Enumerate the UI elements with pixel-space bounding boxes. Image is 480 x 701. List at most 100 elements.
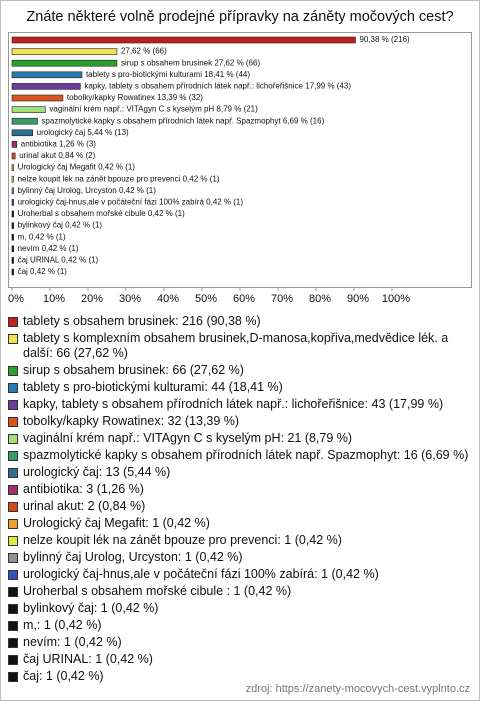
legend-label: Urologický čaj Megafit: 1 (0,42 %) <box>23 516 210 530</box>
value-label: bylinkový čaj 0,42 % (1) <box>18 221 103 230</box>
legend-swatch <box>8 366 18 376</box>
chart-title: Znáte některé volně prodejné přípravky n… <box>26 9 453 25</box>
x-tick-label: 0% <box>8 293 24 305</box>
legend-item: tablety s obsahem brusinek: 216 (90,38 %… <box>8 314 470 329</box>
legend-label: tablety s komplexním obsahem brusinek,D-… <box>23 331 449 360</box>
plot-area <box>8 32 472 288</box>
value-label: tablety s pro-biotickými kulturami 18,41… <box>86 70 250 79</box>
value-label: antibiotika 1,26 % (3) <box>21 140 96 149</box>
legend-label: antibiotika: 3 (1,26 %) <box>23 482 144 496</box>
bar <box>11 233 14 241</box>
bar <box>11 199 14 206</box>
legend-item: spazmolytické kapky s obsahem přírodních… <box>8 448 470 463</box>
bar <box>11 94 64 102</box>
legend-label: Uroherbal s obsahem mořské cibule : 1 (0… <box>23 584 292 598</box>
legend-swatch <box>8 383 18 393</box>
legend-swatch <box>8 587 18 597</box>
bar <box>11 117 38 125</box>
value-label: nelze koupit lék na zánět bpouze pro pre… <box>18 174 220 183</box>
legend-item: bylinný čaj Urolog, Urcyston: 1 (0,42 %) <box>8 550 470 565</box>
bar <box>11 71 83 79</box>
legend-label: urologický čaj-hnus,ale v počáteční fázi… <box>23 567 379 581</box>
legend-item: m,: 1 (0,42 %) <box>8 618 470 633</box>
legend-swatch <box>8 638 18 648</box>
legend-item: nelze koupit lék na zánět bpouze pro pre… <box>8 533 470 548</box>
legend-item: urinal akut: 2 (0,84 %) <box>8 499 470 514</box>
legend-label: kapky, tablety s obsahem přírodních láte… <box>23 397 444 411</box>
value-label: tobolky/kapky Rowatinex 13,39 % (32) <box>67 93 203 102</box>
legend-swatch <box>8 519 18 529</box>
bar <box>11 210 14 218</box>
bar <box>11 48 118 55</box>
legend-item: antibiotika: 3 (1,26 %) <box>8 482 470 497</box>
legend-label: m,: 1 (0,42 %) <box>23 618 102 632</box>
legend-label: nevím: 1 (0,42 %) <box>23 635 122 649</box>
bar <box>11 268 14 276</box>
legend-label: urinal akut: 2 (0,84 %) <box>23 499 146 513</box>
legend-item: čaj: 1 (0,42 %) <box>8 669 470 684</box>
legend-label: tablety s obsahem brusinek: 216 (90,38 %… <box>23 314 261 328</box>
legend-item: kapky, tablety s obsahem přírodních láte… <box>8 397 470 412</box>
x-tick-label: 80% <box>309 293 331 305</box>
value-label: urologický čaj 5,44 % (13) <box>37 128 129 137</box>
value-label: kapky, tablety s obsahem přírodních láte… <box>84 82 351 91</box>
legend-swatch <box>8 672 18 682</box>
legend-item: urologický čaj-hnus,ale v počáteční fázi… <box>8 567 470 582</box>
legend-swatch <box>8 621 18 631</box>
value-label: nevím 0,42 % (1) <box>18 244 79 253</box>
legend-swatch <box>8 485 18 495</box>
legend-swatch <box>8 334 18 344</box>
value-label: bylinný čaj Urolog, Urcyston 0,42 % (1) <box>18 186 157 195</box>
legend-item: vaginální krém např.: VITAgyn C s kyselý… <box>8 431 470 446</box>
bar <box>11 187 14 195</box>
legend-item: čaj URINAL: 1 (0,42 %) <box>8 652 470 667</box>
legend-label: vaginální krém např.: VITAgyn C s kyselý… <box>23 431 353 445</box>
legend-swatch <box>8 400 18 410</box>
bar <box>11 152 16 160</box>
value-label: 27,62 % (66) <box>121 47 167 56</box>
legend: tablety s obsahem brusinek: 216 (90,38 %… <box>8 314 470 686</box>
value-label: čaj 0,42 % (1) <box>18 267 68 276</box>
value-label: urologický čaj-hnus,ale v počáteční fázi… <box>18 198 244 207</box>
x-tick-label: 70% <box>271 293 293 305</box>
bar <box>11 245 14 253</box>
x-tick-label: 20% <box>81 293 103 305</box>
legend-swatch <box>8 536 18 546</box>
legend-swatch <box>8 655 18 665</box>
value-label: 90,38 % (216) <box>359 35 410 44</box>
legend-item: tablety s komplexním obsahem brusinek,D-… <box>8 331 470 361</box>
x-tick-label: 100% <box>382 293 410 305</box>
legend-label: nelze koupit lék na zánět bpouze pro pre… <box>23 533 342 547</box>
legend-swatch <box>8 553 18 563</box>
legend-label: bylinkový čaj: 1 (0,42 %) <box>23 601 159 615</box>
legend-label: čaj URINAL: 1 (0,42 %) <box>23 652 153 666</box>
value-label: urinal akut 0,84 % (2) <box>19 151 95 160</box>
legend-item: sirup s obsahem brusinek: 66 (27,62 %) <box>8 363 470 378</box>
bar <box>11 59 118 67</box>
value-label: spazmolytické kapky s obsahem přírodních… <box>41 116 324 125</box>
legend-swatch <box>8 502 18 512</box>
value-label: vaginální krém např.: VITAgyn C s kyselý… <box>49 105 258 114</box>
x-tick-label: 30% <box>119 293 141 305</box>
legend-label: tobolky/kapky Rowatinex: 32 (13,39 %) <box>23 414 240 428</box>
legend-swatch <box>8 604 18 614</box>
bar <box>11 83 81 90</box>
legend-label: tablety s pro-biotickými kulturami: 44 (… <box>23 380 283 394</box>
legend-swatch <box>8 434 18 444</box>
value-label: čaj URINAL 0,42 % (1) <box>18 256 99 265</box>
legend-label: čaj: 1 (0,42 %) <box>23 669 104 683</box>
legend-swatch <box>8 451 18 461</box>
bar <box>11 106 46 113</box>
value-label: Uroherbal s obsahem mořské cibule 0,42 %… <box>18 209 186 218</box>
value-label: Urologický čaj Megafit 0,42 % (1) <box>18 163 136 172</box>
legend-item: tobolky/kapky Rowatinex: 32 (13,39 %) <box>8 414 470 429</box>
value-label: sirup s obsahem brusinek 27,62 % (66) <box>121 58 261 67</box>
x-tick-label: 40% <box>157 293 179 305</box>
bar <box>11 141 18 148</box>
legend-swatch <box>8 417 18 427</box>
source: zdroj: https://zanety-mocovych-cest.vypl… <box>245 683 470 695</box>
legend-label: urologický čaj: 13 (5,44 %) <box>23 465 171 479</box>
bar <box>11 164 14 171</box>
